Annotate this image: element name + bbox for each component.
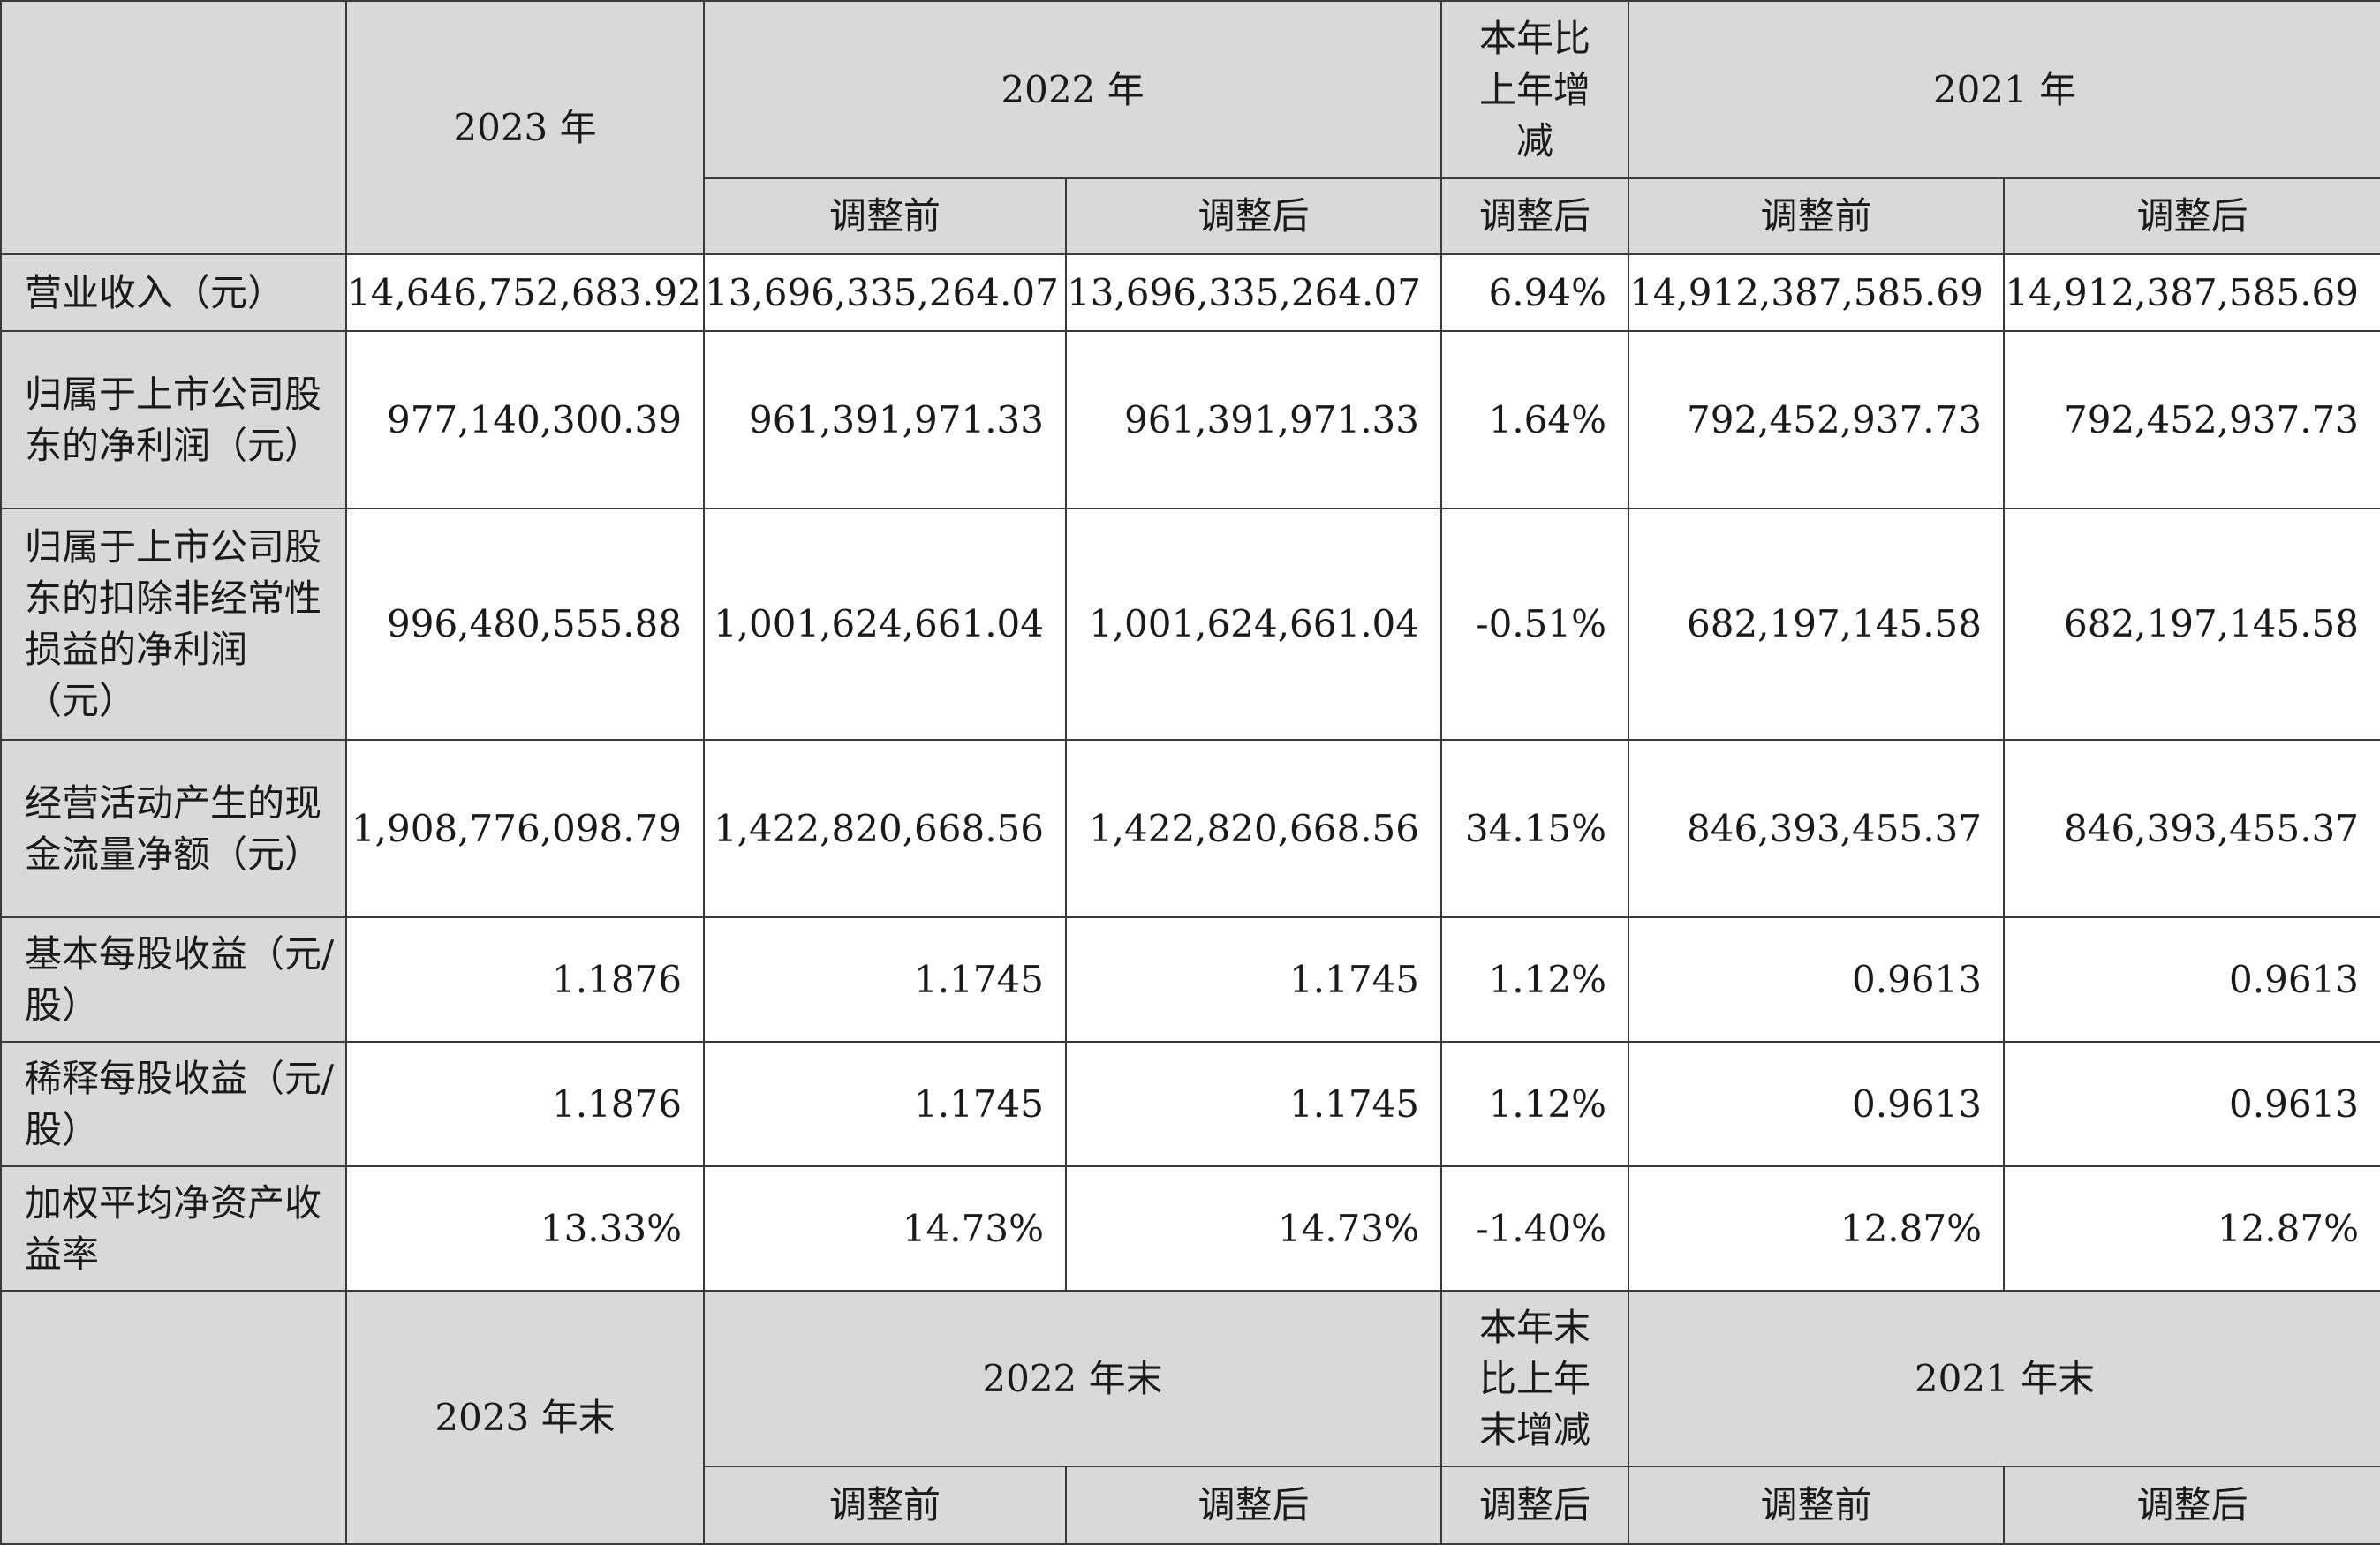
subheader-2022-after: 调整后	[1065, 177, 1442, 255]
value-2022-before: 1.1745	[703, 1041, 1067, 1167]
value-change: -1.40%	[1440, 1165, 1629, 1292]
row-label: 经营活动产生的现金流量净额（元）	[0, 739, 347, 918]
value-2022-after: 961,391,971.33	[1065, 330, 1442, 509]
subheader-change-after: 调整后	[1440, 177, 1629, 255]
value-2021-before: 846,393,455.37	[1628, 739, 2005, 918]
value-2022-after: 13,696,335,264.07	[1065, 253, 1442, 332]
row-label: 基本每股收益（元/股）	[0, 916, 347, 1043]
row-label: 稀释每股收益（元/股）	[0, 1041, 347, 1167]
value-change: -0.51%	[1440, 508, 1629, 741]
value-2022-after: 1.1745	[1065, 1041, 1442, 1167]
value-2022-before: 14.73%	[703, 1165, 1067, 1292]
table-row: 营业收入（元） 14,646,752,683.92 13,696,335,264…	[0, 253, 2380, 332]
header-2023-end: 2023 年末	[345, 1290, 705, 1545]
header-row-subheads: 调整前 调整后 调整后 调整前 调整后	[1, 177, 2380, 255]
value-2022-after: 1,422,820,668.56	[1065, 739, 1442, 918]
value-2021-before: 792,452,937.73	[1628, 330, 2005, 509]
row-label: 营业收入（元）	[0, 253, 347, 332]
header-change-end: 本年末比上年末增减	[1440, 1290, 1629, 1467]
header-corner-cell	[0, 0, 347, 255]
value-2021-before: 682,197,145.58	[1628, 508, 2005, 741]
value-2021-before: 0.9613	[1628, 916, 2005, 1043]
value-change: 34.15%	[1440, 739, 1629, 918]
value-2022-after: 14.73%	[1065, 1165, 1442, 1292]
value-change: 1.12%	[1440, 916, 1629, 1043]
value-2021-before: 12.87%	[1628, 1165, 2005, 1292]
subheader-2022-before: 调整前	[703, 177, 1067, 255]
value-change: 1.12%	[1440, 1041, 1629, 1167]
subheader-2021-after: 调整后	[2003, 177, 2380, 255]
subheader-2022-after: 调整后	[1065, 1466, 1442, 1545]
table-row: 基本每股收益（元/股） 1.1876 1.1745 1.1745 1.12% 0…	[0, 916, 2380, 1043]
header-2022: 2022 年	[703, 0, 1442, 179]
table-row: 归属于上市公司股东的扣除非经常性损益的净利润（元） 996,480,555.88…	[0, 508, 2380, 741]
subheader-2021-before: 调整前	[1628, 1466, 2005, 1545]
value-2021-before: 0.9613	[1628, 1041, 2005, 1167]
table-row: 稀释每股收益（元/股） 1.1876 1.1745 1.1745 1.12% 0…	[0, 1041, 2380, 1167]
subheader-change-after: 调整后	[1440, 1466, 1629, 1545]
value-2023: 1,908,776,098.79	[345, 739, 705, 918]
header-row-year-end: 2023 年末 2022 年末 本年末比上年末增减 2021 年末	[0, 1290, 2380, 1545]
table-row: 经营活动产生的现金流量净额（元） 1,908,776,098.79 1,422,…	[0, 739, 2380, 918]
value-2023: 14,646,752,683.92	[345, 253, 705, 332]
table-row: 归属于上市公司股东的净利润（元） 977,140,300.39 961,391,…	[0, 330, 2380, 509]
value-2021-after: 792,452,937.73	[2003, 330, 2380, 509]
row-label: 归属于上市公司股东的扣除非经常性损益的净利润（元）	[0, 508, 347, 741]
value-2023: 13.33%	[345, 1165, 705, 1292]
row-label: 归属于上市公司股东的净利润（元）	[0, 330, 347, 509]
header-2023: 2023 年	[345, 0, 705, 255]
value-2023: 977,140,300.39	[345, 330, 705, 509]
value-2022-before: 1,422,820,668.56	[703, 739, 1067, 918]
header-row-subheads: 调整前 调整后 调整后 调整前 调整后	[1, 1466, 2380, 1545]
header-2021: 2021 年	[1628, 0, 2380, 179]
header-2021-end: 2021 年末	[1628, 1290, 2380, 1467]
value-2021-before: 14,912,387,585.69	[1628, 253, 2005, 332]
value-2021-after: 14,912,387,585.69	[2003, 253, 2380, 332]
value-2021-after: 682,197,145.58	[2003, 508, 2380, 741]
value-2021-after: 846,393,455.37	[2003, 739, 2380, 918]
value-2022-after: 1,001,624,661.04	[1065, 508, 1442, 741]
value-change: 1.64%	[1440, 330, 1629, 509]
subheader-2022-before: 调整前	[703, 1466, 1067, 1545]
value-2022-after: 1.1745	[1065, 916, 1442, 1043]
value-2021-after: 0.9613	[2003, 916, 2380, 1043]
value-2022-before: 1.1745	[703, 916, 1067, 1043]
value-2021-after: 0.9613	[2003, 1041, 2380, 1167]
subheader-2021-before: 调整前	[1628, 177, 2005, 255]
table-row: 加权平均净资产收益率 13.33% 14.73% 14.73% -1.40% 1…	[0, 1165, 2380, 1292]
value-2022-before: 13,696,335,264.07	[703, 253, 1067, 332]
header-corner-cell	[0, 1290, 347, 1545]
value-change: 6.94%	[1440, 253, 1629, 332]
header-change: 本年比上年增减	[1440, 0, 1629, 179]
value-2022-before: 961,391,971.33	[703, 330, 1067, 509]
subheader-2021-after: 调整后	[2003, 1466, 2380, 1545]
value-2023: 996,480,555.88	[345, 508, 705, 741]
row-label: 加权平均净资产收益率	[0, 1165, 347, 1292]
header-2022-end: 2022 年末	[703, 1290, 1442, 1467]
header-row-years: 2023 年 2022 年 本年比上年增减 2021 年	[0, 0, 2380, 255]
value-2023: 1.1876	[345, 1041, 705, 1167]
value-2023: 1.1876	[345, 916, 705, 1043]
value-2021-after: 12.87%	[2003, 1165, 2380, 1292]
value-2022-before: 1,001,624,661.04	[703, 508, 1067, 741]
